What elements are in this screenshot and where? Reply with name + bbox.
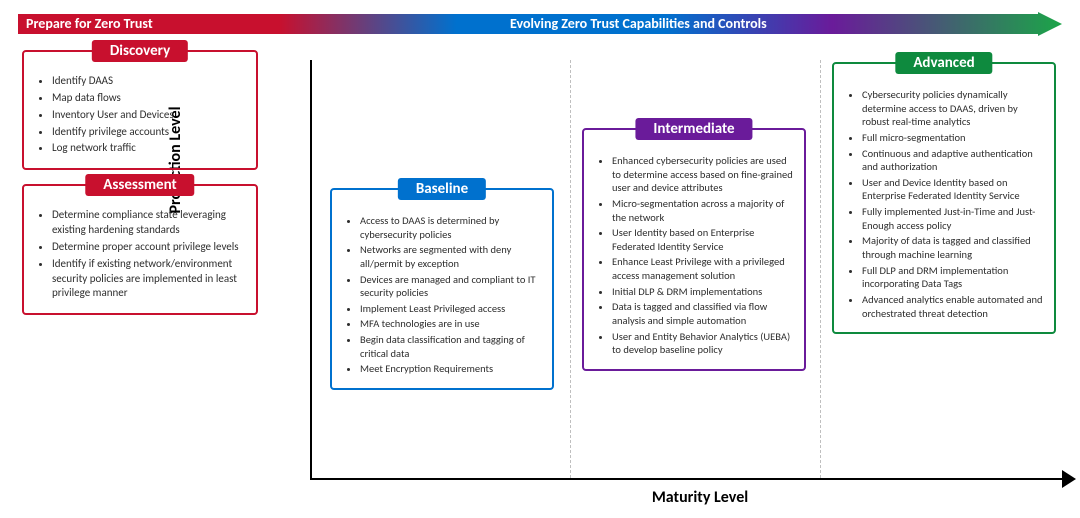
list-item: Data is tagged and classified via flow a…: [612, 300, 794, 327]
list-item: User and Entity Behavior Analytics (UEBA…: [612, 330, 794, 357]
list-item: Micro-segmentation across a majority of …: [612, 197, 794, 224]
list-item: Determine proper account privilege level…: [52, 240, 246, 255]
baseline-list: Access to DAAS is determined by cybersec…: [342, 214, 542, 376]
list-item: Cybersecurity policies dynamically deter…: [862, 88, 1044, 129]
header-right-label: Evolving Zero Trust Capabilities and Con…: [510, 12, 767, 36]
list-item: Identify if existing network/environment…: [52, 257, 246, 302]
discovery-title: Discovery: [92, 40, 188, 62]
assessment-title: Assessment: [85, 174, 194, 196]
stage-separator: [570, 60, 571, 478]
list-item: Enhanced cybersecurity policies are used…: [612, 154, 794, 195]
list-item: Devices are managed and compliant to IT …: [360, 273, 542, 300]
x-axis-arrowhead: [1062, 470, 1076, 488]
list-item: Access to DAAS is determined by cybersec…: [360, 214, 542, 241]
list-item: Continuous and adaptive authentication a…: [862, 147, 1044, 174]
list-item: Fully implemented Just-in-Time and Just-…: [862, 205, 1044, 232]
list-item: Majority of data is tagged and classifie…: [862, 234, 1044, 261]
list-item: Enhance Least Privilege with a privilege…: [612, 255, 794, 282]
baseline-card: Access to DAAS is determined by cybersec…: [330, 188, 554, 390]
list-item: Meet Encryption Requirements: [360, 362, 542, 376]
list-item: Advanced analytics enable automated and …: [862, 293, 1044, 320]
y-axis: [310, 60, 312, 480]
assessment-list: Determine compliance state leveraging ex…: [34, 208, 246, 301]
list-item: Implement Least Privileged access: [360, 302, 542, 316]
advanced-card: Cybersecurity policies dynamically deter…: [832, 62, 1056, 334]
intermediate-title: Intermediate: [635, 118, 752, 140]
list-item: Log network traffic: [52, 141, 246, 156]
intermediate-card: Enhanced cybersecurity policies are used…: [582, 128, 806, 371]
list-item: User Identity based on Enterprise Federa…: [612, 226, 794, 253]
list-item: Identify privilege accounts: [52, 125, 246, 140]
list-item: Networks are segmented with deny all/per…: [360, 243, 542, 270]
list-item: Determine compliance state leveraging ex…: [52, 208, 246, 238]
advanced-title: Advanced: [895, 52, 992, 74]
assessment-card: Determine compliance state leveraging ex…: [22, 184, 258, 315]
baseline-title: Baseline: [398, 178, 486, 200]
list-item: Inventory User and Devices: [52, 108, 246, 123]
x-axis-label: Maturity Level: [500, 488, 900, 507]
list-item: Initial DLP & DRM implementations: [612, 285, 794, 299]
list-item: Full DLP and DRM implementation incorpor…: [862, 264, 1044, 291]
discovery-list: Identify DAAS Map data flows Inventory Use…: [34, 74, 246, 156]
discovery-card: Identify DAAS Map data flows Inventory Use…: [22, 50, 258, 170]
list-item: User and Device Identity based on Enterp…: [862, 176, 1044, 203]
list-item: MFA technologies are in use: [360, 317, 542, 331]
list-item: Map data flows: [52, 91, 246, 106]
stage-separator: [820, 60, 821, 478]
advanced-list: Cybersecurity policies dynamically deter…: [844, 88, 1044, 320]
header-left-label: Prepare for Zero Trust: [26, 12, 153, 36]
intermediate-list: Enhanced cybersecurity policies are used…: [594, 154, 794, 357]
x-axis: [310, 478, 1062, 480]
list-item: Begin data classification and tagging of…: [360, 333, 542, 360]
list-item: Full micro-segmentation: [862, 131, 1044, 145]
list-item: Identify DAAS: [52, 74, 246, 89]
prepare-column: Identify DAAS Map data flows Inventory Use…: [22, 50, 258, 329]
